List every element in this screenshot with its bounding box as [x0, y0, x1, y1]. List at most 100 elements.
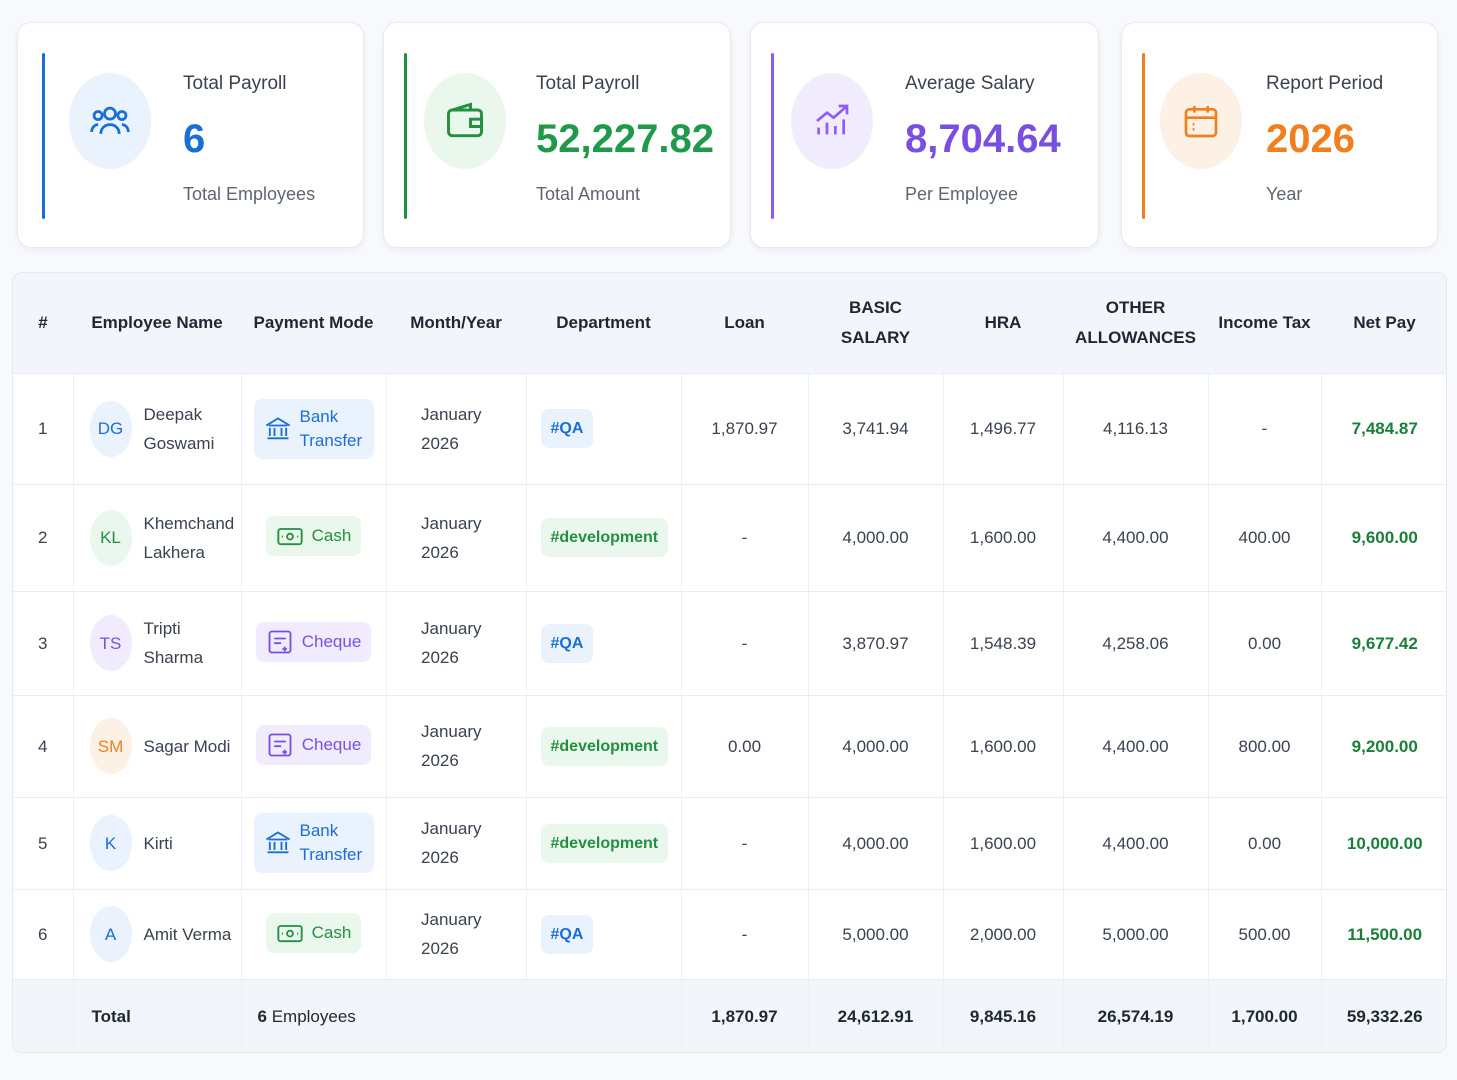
mode-icon [266, 628, 294, 656]
employee: KL Khemchand Lakhera [80, 509, 235, 567]
stat-card: Report Period 2026 Year [1121, 22, 1438, 248]
department-cell: #development [525, 483, 681, 591]
department-badge: #QA [540, 914, 594, 954]
net-pay: 10,000.00 [1320, 796, 1446, 889]
mode-icon [276, 919, 304, 947]
payment-mode-badge: Bank Transfer [253, 813, 374, 873]
payment-mode-badge: Cash [265, 516, 362, 556]
hra-cell: 2,000.00 [942, 888, 1063, 979]
net-pay: 7,484.87 [1320, 372, 1446, 484]
total-count: 6 [257, 1007, 267, 1027]
employee-name: Khemchand Lakhera [143, 513, 235, 562]
row-index: 1 [13, 372, 73, 484]
avatar: A [89, 906, 132, 962]
employee-row: 6 A Amit Verma Cash January 2026 #QA -5,000.00… [13, 888, 1446, 979]
column-header: OTHER ALLOWANCES [1063, 273, 1208, 373]
employee: A Amit Verma [80, 906, 235, 962]
employee-row: 4 SM Sagar Modi Cheque January 2026 #developm… [13, 694, 1446, 797]
employee-cell: SM Sagar Modi [72, 694, 241, 797]
column-header: Month/Year [386, 273, 526, 373]
total-other: 26,574.19 [1062, 978, 1208, 1052]
payment-mode: Cash [311, 526, 352, 545]
payment-mode-badge: Cheque [255, 724, 372, 765]
department-badge: #development [540, 726, 669, 766]
basic-cell: 4,000.00 [807, 796, 943, 889]
payroll-table: # Employee Name Payment Mode Month/Year Depa… [13, 273, 1446, 1052]
card-icon [791, 73, 873, 169]
stat-card: Average Salary 8,704.64 Per Employee [750, 22, 1099, 248]
department-cell: #QA [525, 590, 681, 695]
loan-cell: - [680, 590, 808, 695]
card-icon [424, 73, 506, 169]
tax-cell: 0.00 [1207, 796, 1321, 889]
card-sub: Total Amount [536, 184, 641, 204]
total-net: 59,332.26 [1320, 978, 1446, 1052]
card-accent [404, 53, 407, 219]
employee-name: Tripti Sharma [143, 619, 204, 667]
wallet-icon [447, 102, 483, 138]
employee-name: Amit Verma [143, 924, 232, 944]
employee: K Kirti [80, 815, 235, 871]
employee-name: Sagar Modi [143, 736, 231, 756]
column-header: Loan [681, 273, 808, 373]
stat-card: Total Payroll 52,227.82 Total Amount [383, 22, 731, 248]
total-hra: 9,845.16 [942, 978, 1063, 1052]
total-row: Total 6 Employees 1,870.97 24,612.91 9,845.1… [13, 978, 1446, 1052]
total-tax: 1,700.00 [1207, 978, 1321, 1052]
department-badge: #development [540, 823, 669, 863]
column-header: Net Pay [1321, 273, 1446, 373]
mode-icon [264, 829, 292, 857]
total-basic: 24,612.91 [807, 978, 943, 1052]
total-count-cell: 6 Employees [240, 978, 681, 1052]
card-label: Report Period [1266, 73, 1384, 94]
mode-icon [264, 415, 292, 443]
card-icon [1160, 73, 1242, 169]
net-pay: 9,600.00 [1320, 483, 1446, 591]
column-header: Employee Name [73, 273, 241, 373]
payment-mode-badge: Cash [265, 912, 362, 953]
other-cell: 4,258.06 [1062, 590, 1208, 695]
employee-cell: KL Khemchand Lakhera [72, 483, 241, 591]
card-sub: Per Employee [905, 184, 1019, 204]
employee-name: Kirti [143, 833, 173, 853]
tax-cell: 500.00 [1207, 888, 1321, 979]
employee-row: 1 DG Deepak Goswami Bank Transfer January 20… [13, 372, 1446, 484]
payment-mode: Cheque [301, 734, 362, 754]
net-pay: 11,500.00 [1320, 888, 1446, 979]
employee-cell: TS Tripti Sharma [72, 590, 241, 695]
total-loan: 1,870.97 [680, 978, 808, 1052]
tax-cell: 800.00 [1207, 694, 1321, 797]
department-cell: #development [525, 694, 681, 797]
payment-mode: Cheque [301, 631, 362, 651]
card-value: 8,704.64 [905, 117, 1061, 161]
row-index: 3 [13, 590, 73, 695]
net-pay: 9,677.42 [1320, 590, 1446, 695]
avatar: K [89, 815, 132, 871]
loan-cell: 0.00 [680, 694, 808, 797]
row-index: 2 [13, 483, 73, 591]
card-label: Average Salary [905, 73, 1035, 94]
basic-cell: 3,741.94 [807, 372, 943, 484]
basic-cell: 3,870.97 [807, 590, 943, 695]
column-header: Income Tax [1208, 273, 1321, 373]
card-sub: Year [1266, 184, 1303, 204]
card-sub: Total Employees [183, 184, 316, 204]
column-header: Payment Mode [241, 273, 386, 373]
other-cell: 5,000.00 [1062, 888, 1208, 979]
tax-cell: 400.00 [1207, 483, 1321, 591]
period: January 2026 [421, 722, 482, 770]
net-pay: 9,200.00 [1320, 694, 1446, 797]
period-cell: January 2026 [385, 483, 526, 591]
mode-cell: Bank Transfer [240, 796, 386, 889]
payment-mode: Bank Transfer [299, 406, 363, 450]
employee-row: 3 TS Tripti Sharma Cheque January 2026 #QA -3,… [13, 590, 1446, 695]
total-label: Total [72, 978, 241, 1052]
department-badge: #QA [540, 623, 594, 663]
row-index: 5 [13, 796, 73, 889]
card-value: 2026 [1266, 117, 1355, 161]
mode-icon [266, 731, 294, 759]
card-accent [1142, 53, 1145, 219]
row-index: 4 [13, 694, 73, 797]
employee-cell: A Amit Verma [72, 888, 241, 979]
